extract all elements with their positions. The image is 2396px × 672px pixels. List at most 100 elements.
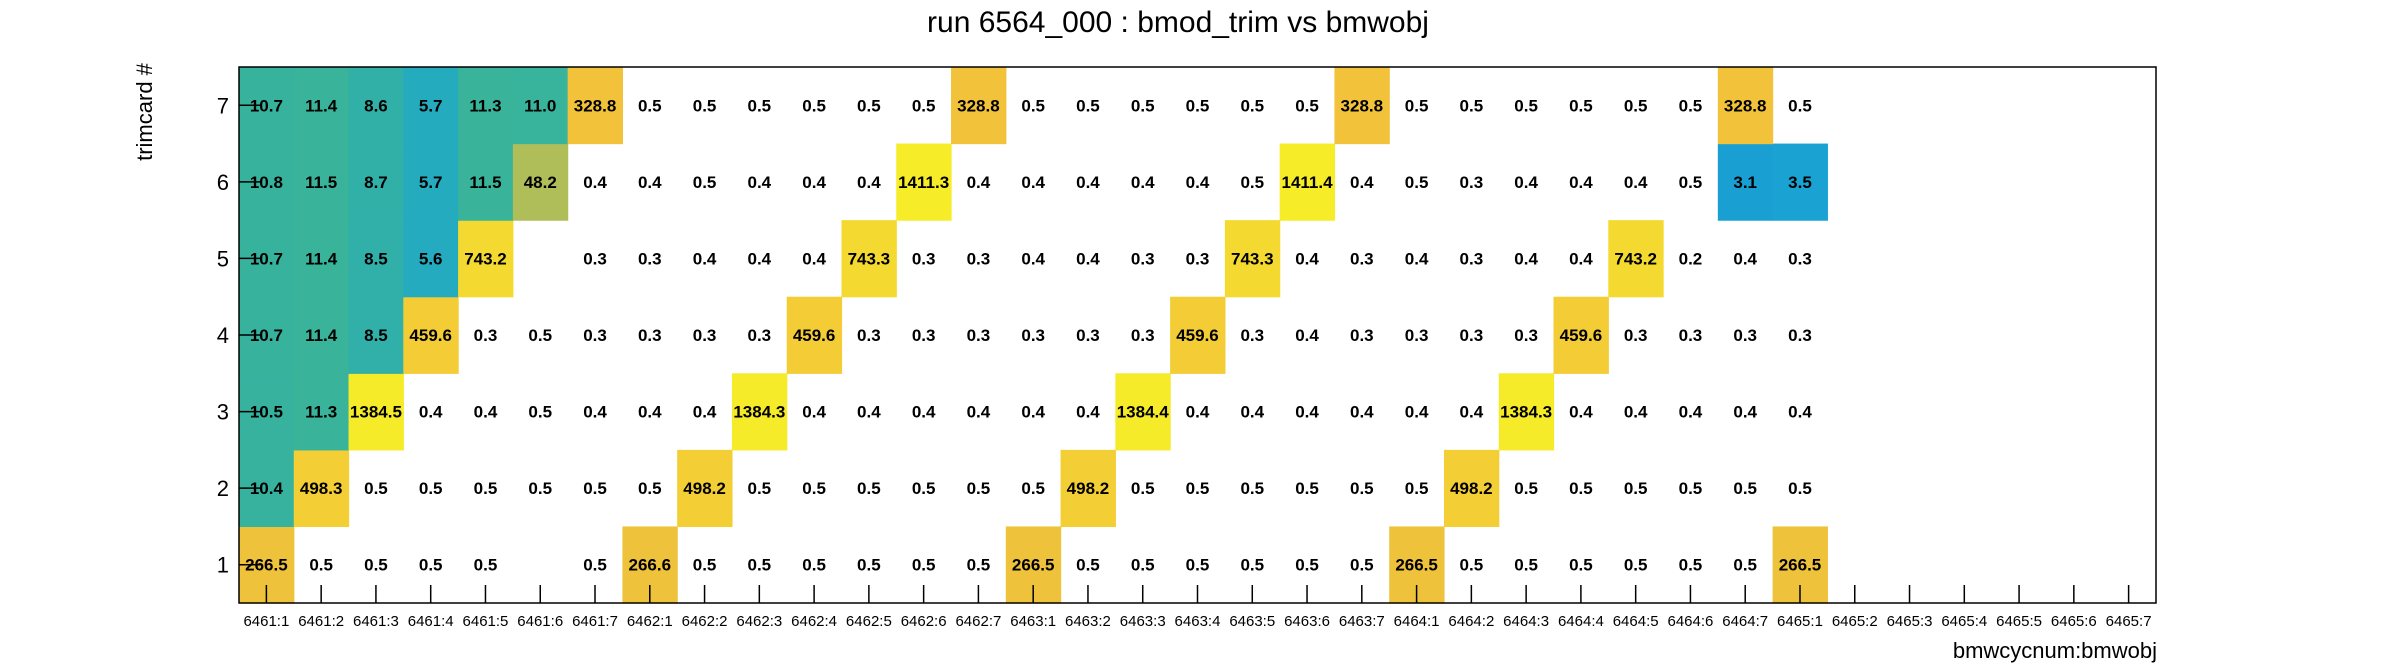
- x-tick-label: 6464:2: [1448, 613, 1494, 630]
- cell-value-label: 0.5: [1624, 96, 1648, 115]
- cell-value-label: 0.5: [528, 479, 552, 498]
- x-tick-label: 6464:5: [1613, 613, 1659, 630]
- cell-value-label: 0.4: [1076, 403, 1100, 422]
- cell-value-label: 266.5: [1395, 556, 1438, 575]
- cell-value-label: 0.5: [1350, 479, 1374, 498]
- cell-value-label: 0.4: [748, 173, 772, 192]
- cell-value-label: 498.2: [683, 479, 726, 498]
- cell-value-label: 0.5: [1405, 96, 1429, 115]
- x-tick-label: 6465:3: [1887, 613, 1933, 630]
- heatmap-cell: [293, 449, 350, 528]
- y-tick-label: 2: [217, 476, 229, 501]
- cell-value-label: 0.4: [802, 173, 826, 192]
- cell-value-label: 0.5: [1021, 479, 1045, 498]
- x-tick-label: 6464:3: [1503, 613, 1549, 630]
- cell-value-label: 0.4: [1186, 173, 1210, 192]
- cell-value-label: 498.2: [1450, 479, 1493, 498]
- cell-value-label: 743.3: [1231, 249, 1274, 268]
- y-axis-label: trimcard #: [132, 62, 157, 161]
- heatmap-cell: [786, 296, 843, 374]
- cell-value-label: 8.7: [364, 173, 388, 192]
- heatmap-cell: [458, 67, 514, 145]
- cell-value-label: 0.4: [967, 173, 991, 192]
- cell-value-label: 0.3: [638, 326, 662, 345]
- cell-value-label: 0.4: [583, 403, 607, 422]
- cell-value-label: 0.3: [1240, 326, 1264, 345]
- cell-value-label: 0.3: [1624, 326, 1648, 345]
- cell-value-label: 0.5: [1460, 96, 1484, 115]
- cell-value-label: 0.4: [1295, 326, 1319, 345]
- cell-value-label: 0.3: [1186, 249, 1210, 268]
- y-tick-label: 4: [217, 323, 229, 348]
- cell-value-label: 5.7: [419, 173, 443, 192]
- cell-value-label: 0.5: [1514, 479, 1538, 498]
- cell-value-label: 0.5: [1788, 96, 1812, 115]
- cell-value-label: 1411.3: [898, 173, 949, 192]
- cell-value-label: 0.5: [1788, 479, 1812, 498]
- cell-value-label: 0.4: [1569, 403, 1593, 422]
- y-tick-label: 6: [217, 170, 229, 195]
- cell-value-label: 0.5: [748, 96, 772, 115]
- cell-value-label: 0.4: [1405, 403, 1429, 422]
- cell-value-label: 8.5: [364, 249, 388, 268]
- cell-value-label: 0.4: [1624, 173, 1648, 192]
- x-tick-label: 6463:5: [1229, 613, 1275, 630]
- cell-value-label: 0.3: [1788, 249, 1812, 268]
- cell-value-label: 0.5: [1076, 556, 1100, 575]
- heatmap-cell: [1772, 143, 1828, 221]
- x-tick-label: 6465:1: [1777, 613, 1823, 630]
- cell-value-label: 8.6: [364, 96, 388, 115]
- cell-value-label: 0.3: [638, 249, 662, 268]
- heatmap-cell: [731, 373, 788, 451]
- axis-ticks: 1 2 3 4 5 6 7 6461:1 6461:2 6461:3 6461:4 6461:5 646…: [217, 93, 2152, 630]
- cell-value-label: 0.5: [1350, 556, 1374, 575]
- cell-value-label: 0.4: [1733, 249, 1757, 268]
- cell-value-label: 328.8: [1724, 96, 1767, 115]
- cell-value-label: 0.4: [583, 173, 607, 192]
- heatmap-cell: [1717, 67, 1774, 145]
- cell-value-label: 0.4: [1021, 403, 1045, 422]
- heatmap-cell: [951, 67, 1007, 145]
- heatmap-cell: [512, 67, 569, 145]
- cell-value-label: 10.7: [250, 249, 283, 268]
- cell-value-label: 328.8: [1341, 96, 1384, 115]
- cell-value-label: 0.5: [1131, 479, 1155, 498]
- heatmap-cell: [1608, 220, 1664, 298]
- x-axis-label: bmwcycnum:bmwobj: [1953, 638, 2157, 663]
- cell-value-label: 0.5: [1240, 556, 1264, 575]
- heatmap-cell: [403, 143, 459, 221]
- cell-value-label: 0.3: [1514, 326, 1538, 345]
- x-tick-label: 6463:1: [1010, 613, 1056, 630]
- x-tick-label: 6463:4: [1175, 613, 1221, 630]
- heatmap-cell: [1224, 220, 1281, 298]
- heatmap-cell: [403, 220, 459, 298]
- cell-value-label: 0.3: [1460, 173, 1484, 192]
- cell-value-label: 266.5: [1012, 556, 1055, 575]
- cell-value-label: 0.4: [1405, 249, 1429, 268]
- cell-value-label: 0.5: [1186, 479, 1210, 498]
- cell-value-label: 0.4: [1733, 403, 1757, 422]
- cell-value-label: 0.4: [693, 403, 717, 422]
- cell-value-label: 0.3: [1350, 326, 1374, 345]
- heatmap-cell: [1060, 449, 1116, 528]
- x-tick-label: 6462:3: [736, 613, 782, 630]
- cell-value-label: 0.3: [583, 326, 607, 345]
- cell-value-label: 743.2: [1614, 249, 1657, 268]
- x-tick-label: 6461:2: [298, 613, 344, 630]
- heatmap-cell: [1443, 449, 1500, 528]
- cell-value-label: 1384.4: [1117, 403, 1170, 422]
- cell-value-label: 0.5: [364, 479, 388, 498]
- x-tick-label: 6461:5: [463, 613, 509, 630]
- cell-value-label: 266.5: [245, 556, 288, 575]
- cell-value-label: 743.2: [464, 249, 507, 268]
- cell-value-label: 0.3: [1131, 249, 1155, 268]
- cell-value-label: 0.5: [1240, 173, 1264, 192]
- heatmap-cell: [348, 296, 404, 374]
- cell-value-label: 0.5: [912, 479, 936, 498]
- x-tick-label: 6463:2: [1065, 613, 1111, 630]
- cell-value-label: 3.1: [1733, 173, 1757, 192]
- heatmap-cell: [1115, 373, 1171, 451]
- cell-value-label: 0.5: [1624, 479, 1648, 498]
- cell-value-label: 0.4: [802, 249, 826, 268]
- cell-value-label: 0.5: [583, 556, 607, 575]
